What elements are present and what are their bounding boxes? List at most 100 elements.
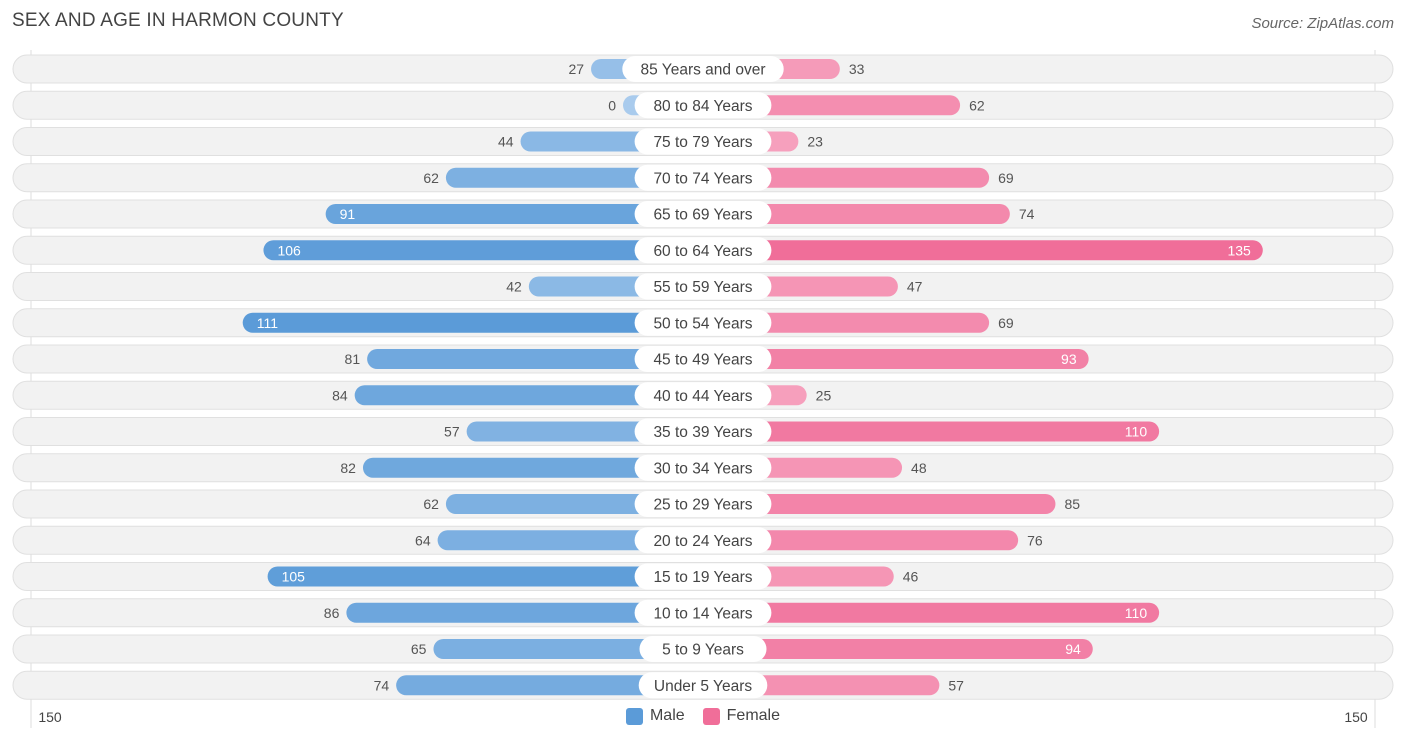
male-bar[interactable] [242, 312, 703, 333]
male-bar[interactable] [325, 204, 703, 224]
female-bar[interactable] [703, 602, 1160, 623]
female-value-label: 48 [911, 460, 927, 476]
chart-row: 82 48 30 to 34 Years [12, 453, 1394, 483]
male-bar[interactable] [433, 639, 703, 659]
chart-title: SEX AND AGE IN HARMON COUNTY [12, 10, 344, 31]
category-label-bg [634, 237, 772, 264]
legend-label-male: Male [649, 707, 685, 724]
category-label-bg [634, 563, 772, 590]
male-bar[interactable] [267, 566, 703, 587]
male-value-label: 106 [277, 242, 301, 258]
female-value-label: 94 [1065, 641, 1081, 657]
category-label: 80 to 84 Years [653, 98, 752, 115]
female-value-label: 46 [903, 569, 919, 585]
female-bar[interactable] [703, 167, 990, 188]
female-bar[interactable] [703, 240, 1263, 261]
chart-row: 62 69 70 to 74 Years [12, 163, 1394, 193]
category-label: 30 to 34 Years [653, 460, 752, 477]
female-bar[interactable] [703, 639, 1093, 659]
axis-tick-right: 150 [1344, 709, 1368, 725]
male-value-label: 44 [498, 134, 514, 150]
female-value-label: 69 [998, 315, 1014, 331]
female-value-label: 25 [816, 387, 832, 403]
category-label-bg [634, 309, 772, 336]
category-label: 10 to 14 Years [653, 605, 752, 622]
male-bar[interactable] [263, 240, 703, 261]
source-label: Source: ZipAtlas.com [1251, 15, 1394, 32]
chart-row: 65 94 5 to 9 Years [12, 634, 1394, 664]
legend-item-male[interactable]: Male [625, 707, 685, 725]
chart-row: 106 135 60 to 64 Years [12, 235, 1394, 265]
female-bar[interactable] [703, 421, 1160, 442]
male-value-label: 65 [411, 641, 427, 657]
category-label-bg [622, 56, 784, 82]
chart-row: 81 93 45 to 49 Years [12, 344, 1394, 374]
category-label: 20 to 24 Years [653, 533, 752, 550]
female-value-label: 85 [1064, 496, 1080, 512]
category-label-bg [639, 636, 767, 662]
male-bar[interactable] [396, 675, 703, 696]
legend-swatch-male [625, 707, 643, 725]
chart-row: 105 46 15 to 19 Years [12, 562, 1394, 591]
chart-row: 84 25 40 to 44 Years [12, 380, 1394, 410]
chart-row: 62 85 25 to 29 Years [12, 489, 1394, 519]
category-label-bg [634, 454, 772, 481]
category-label-bg [634, 418, 772, 445]
legend-swatch-female [702, 707, 720, 725]
chart-row: 74 57 Under 5 Years [12, 670, 1394, 700]
category-label: 35 to 39 Years [653, 424, 752, 441]
category-label-bg [634, 491, 772, 517]
category-label: 50 to 54 Years [653, 315, 752, 332]
male-bar[interactable] [346, 602, 703, 623]
male-bar[interactable] [362, 457, 703, 478]
female-value-label: 62 [969, 97, 985, 113]
female-value-label: 93 [1061, 351, 1077, 367]
category-label: 55 to 59 Years [653, 279, 752, 296]
male-value-label: 84 [332, 387, 348, 403]
legend-label-female: Female [726, 707, 781, 724]
male-value-label: 74 [374, 677, 390, 693]
chart-row: 91 74 65 to 69 Years [12, 199, 1394, 229]
category-label-bg [634, 346, 772, 372]
female-value-label: 135 [1227, 242, 1251, 258]
chart-row: 0 62 80 to 84 Years [12, 90, 1394, 120]
male-value-label: 57 [444, 424, 460, 440]
female-value-label: 23 [807, 134, 823, 150]
female-value-label: 76 [1027, 532, 1043, 548]
male-bar[interactable] [354, 385, 703, 406]
female-bar[interactable] [703, 349, 1089, 369]
category-label: 60 to 64 Years [653, 243, 752, 260]
female-value-label: 57 [948, 677, 964, 693]
category-label-bg [634, 599, 772, 626]
male-value-label: 86 [324, 605, 340, 621]
legend: Male Female [0, 705, 1406, 727]
category-label-bg [634, 273, 772, 300]
category-label-bg [634, 164, 772, 191]
female-bar[interactable] [703, 494, 1056, 514]
chart-row: 27 33 85 Years and over [12, 54, 1394, 84]
male-value-label: 62 [423, 170, 439, 186]
category-label-bg [634, 201, 772, 227]
female-bar[interactable] [703, 530, 1019, 551]
male-bar[interactable] [367, 349, 703, 369]
category-label-bg [634, 527, 772, 554]
male-value-label: 27 [568, 61, 584, 77]
female-value-label: 69 [998, 170, 1014, 186]
male-value-label: 105 [282, 569, 306, 585]
category-label: 65 to 69 Years [653, 207, 752, 224]
chart-row: 64 76 20 to 24 Years [12, 525, 1394, 555]
female-bar[interactable] [703, 312, 990, 333]
female-value-label: 110 [1125, 605, 1148, 621]
female-bar[interactable] [703, 204, 1010, 224]
category-label: Under 5 Years [654, 678, 752, 695]
chart-row: 111 69 50 to 54 Years [12, 308, 1394, 338]
category-label-bg [638, 672, 768, 699]
legend-item-female[interactable]: Female [702, 707, 781, 725]
male-value-label: 0 [608, 97, 616, 113]
male-value-label: 91 [340, 206, 356, 222]
category-label: 40 to 44 Years [653, 388, 752, 405]
chart-row: 57 110 35 to 39 Years [12, 417, 1394, 446]
category-label-bg [634, 92, 772, 119]
male-value-label: 62 [423, 496, 439, 512]
chart-row: 86 110 10 to 14 Years [12, 598, 1394, 628]
